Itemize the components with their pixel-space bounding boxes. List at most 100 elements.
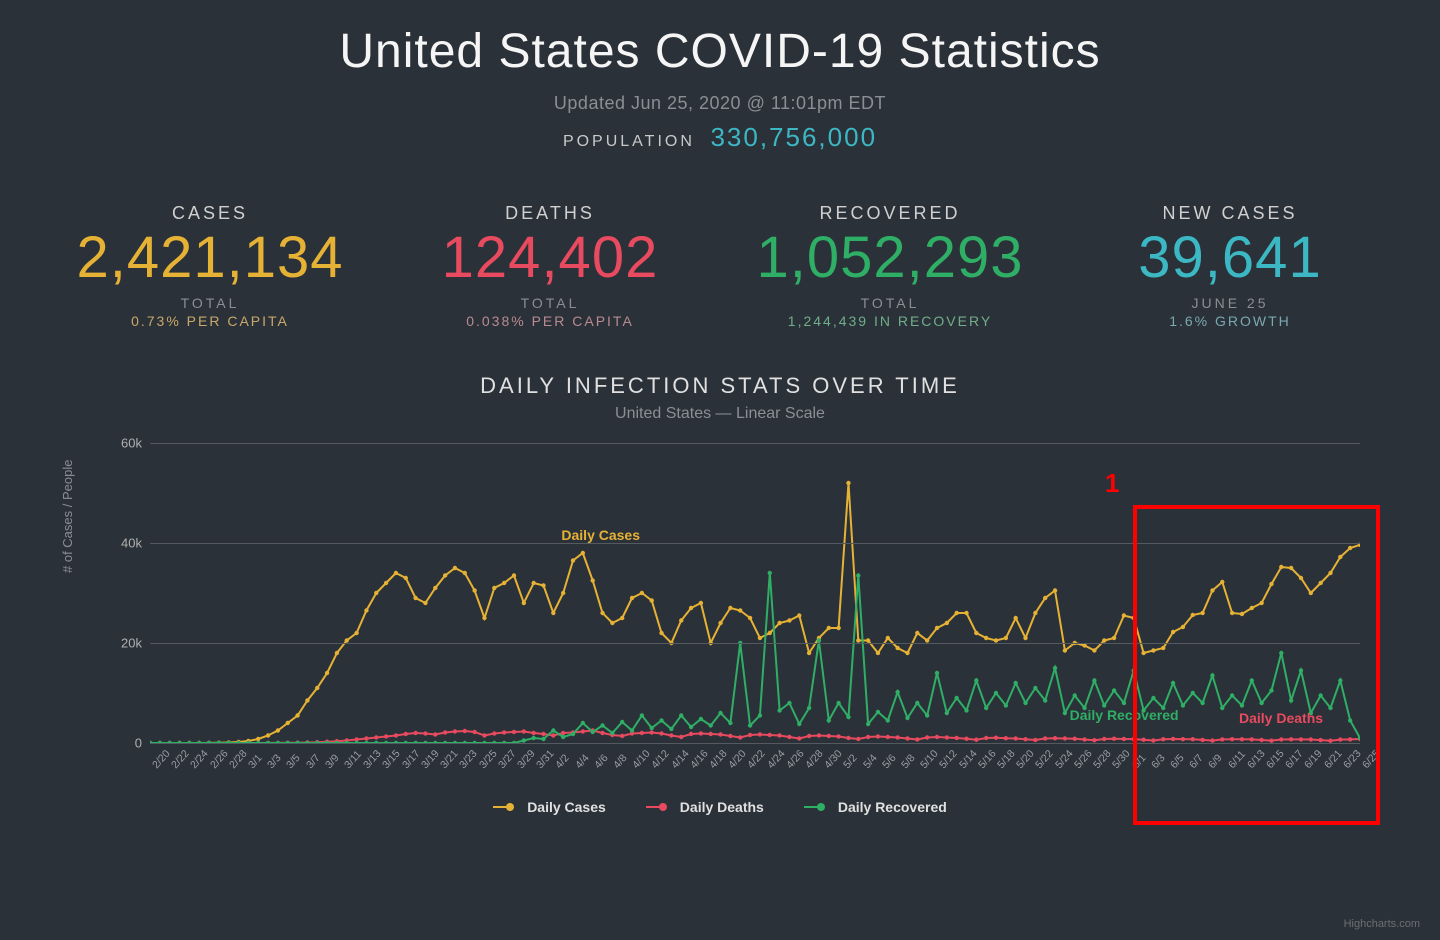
x-tick-label: 5/28 [1091,748,1114,771]
x-tick-label: 3/11 [342,748,364,771]
x-tick-label: 5/16 [976,748,999,771]
stat-sub2: 0.038% PER CAPITA [380,313,720,329]
x-tick-label: 6/3 [1149,752,1168,771]
stat-value: 39,641 [1060,228,1400,289]
stat-sub1: TOTAL [380,295,720,311]
chart-svg [150,443,1360,743]
legend-label: Daily Recovered [838,799,947,815]
x-tick-label: 3/5 [284,752,303,771]
x-tick-label: 6/25 [1360,748,1383,771]
stat-value: 1,052,293 [720,228,1060,289]
x-tick-label: 6/17 [1283,748,1306,771]
stat-block: DEATHS 124,402 TOTAL 0.038% PER CAPITA [380,203,720,329]
grid-line [150,443,1360,444]
x-tick-label: 5/26 [1072,748,1095,771]
x-tick-label: 4/30 [822,748,845,771]
stats-row: CASES2,421,134TOTAL0.73% PER CAPITADEATH… [0,203,1440,329]
stat-sub2: 1.6% GROWTH [1060,313,1400,329]
x-tick-label: 5/12 [937,748,960,771]
x-tick-label: 4/28 [803,748,826,771]
annotation-number: 1 [1105,468,1119,499]
stat-sub1: TOTAL [40,295,380,311]
stat-label: RECOVERED [720,203,1060,224]
x-tick-label: 3/27 [496,748,519,771]
series-label: Daily Recovered [1070,707,1179,723]
x-tick-label: 4/16 [688,748,711,771]
y-axis-label: # of Cases / People [60,459,75,572]
page-title: United States COVID-19 Statistics [0,24,1440,79]
x-tick-label: 4/26 [784,748,807,771]
x-tick-label: 2/22 [169,748,192,771]
x-tick-label: 3/15 [380,748,403,771]
plot-area[interactable]: 020k40k60kDaily CasesDaily DeathsDaily R… [150,443,1360,743]
x-tick-label: 3/3 [265,752,284,771]
population-row: POPULATION 330,756,000 [0,122,1440,153]
grid-line [150,643,1360,644]
chart-legend: Daily Cases Daily Deaths Daily Recovered [0,799,1440,815]
chart-section: DAILY INFECTION STATS OVER TIME United S… [0,373,1440,815]
stat-label: CASES [40,203,380,224]
x-tick-label: 5/14 [957,748,980,771]
x-tick-label: 3/23 [457,748,480,771]
x-tick-label: 5/30 [1110,748,1133,771]
x-tick-label: 5/20 [1014,748,1037,771]
legend-item[interactable]: Daily Recovered [804,799,947,815]
updated-text: Updated Jun 25, 2020 @ 11:01pm EDT [0,93,1440,114]
x-tick-label: 6/21 [1322,748,1345,771]
stat-label: NEW CASES [1060,203,1400,224]
x-tick-label: 3/31 [534,748,557,771]
x-tick-label: 4/8 [611,752,630,771]
y-tick-label: 0 [135,735,142,750]
stat-block: CASES 2,421,134 TOTAL 0.73% PER CAPITA [40,203,380,329]
x-tick-label: 2/26 [208,748,231,771]
stat-value: 2,421,134 [40,228,380,289]
x-tick-label: 2/24 [188,748,211,771]
stat-label: DEATHS [380,203,720,224]
population-label: POPULATION [563,133,695,150]
x-tick-label: 5/8 [899,752,918,771]
x-tick-label: 2/20 [150,748,173,771]
x-tick-label: 4/14 [669,748,692,771]
chart-area: # of Cases / People 020k40k60kDaily Case… [70,433,1370,793]
x-tick-label: 3/25 [477,748,500,771]
legend-item[interactable]: Daily Deaths [646,799,764,815]
header: United States COVID-19 Statistics Update… [0,0,1440,153]
x-axis-labels: 2/202/222/242/262/283/13/33/53/73/93/113… [150,745,1360,793]
stat-sub1: TOTAL [720,295,1060,311]
legend-item[interactable]: Daily Cases [493,799,606,815]
series-label: Daily Cases [561,527,640,543]
grid-line [150,743,1360,744]
x-tick-label: 4/6 [592,752,611,771]
stat-block: RECOVERED 1,052,293 TOTAL 1,244,439 IN RECO… [720,203,1060,329]
x-tick-label: 6/15 [1264,748,1287,771]
x-tick-label: 4/12 [649,748,672,771]
x-tick-label: 3/29 [515,748,538,771]
chart-title: DAILY INFECTION STATS OVER TIME [0,373,1440,399]
x-tick-label: 3/13 [361,748,384,771]
series-label: Daily Deaths [1239,710,1323,726]
x-tick-label: 6/7 [1187,752,1206,771]
stat-block: NEW CASES 39,641 JUNE 25 1.6% GROWTH [1060,203,1400,329]
stat-sub1: JUNE 25 [1060,295,1400,311]
x-tick-label: 3/17 [400,748,423,771]
x-tick-label: 5/18 [995,748,1018,771]
x-tick-label: 4/10 [630,748,653,771]
x-tick-label: 5/10 [918,748,941,771]
stat-sub2: 0.73% PER CAPITA [40,313,380,329]
legend-label: Daily Deaths [680,799,764,815]
stat-sub2: 1,244,439 IN RECOVERY [720,313,1060,329]
x-tick-label: 6/19 [1302,748,1325,771]
stat-value: 124,402 [380,228,720,289]
x-tick-label: 3/19 [419,748,442,771]
x-tick-label: 2/28 [227,748,250,771]
x-tick-label: 4/22 [745,748,768,771]
x-tick-label: 6/23 [1341,748,1364,771]
y-tick-label: 60k [121,435,142,450]
x-tick-label: 3/9 [323,752,342,771]
x-tick-label: 6/11 [1226,748,1248,771]
x-tick-label: 3/21 [438,748,461,771]
legend-label: Daily Cases [527,799,606,815]
x-tick-label: 4/18 [707,748,730,771]
grid-line [150,543,1360,544]
x-tick-label: 4/20 [726,748,749,771]
